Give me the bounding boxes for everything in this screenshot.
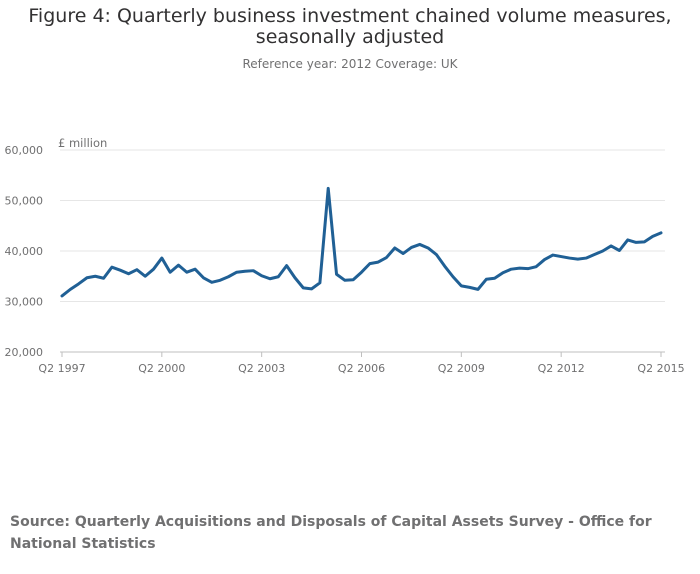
y-tick-label: 40,000 [5,245,44,258]
x-tick-label: Q2 2012 [538,362,585,375]
x-tick-label: Q2 2003 [238,362,285,375]
source-note: Source: Quarterly Acquisitions and Dispo… [10,514,652,552]
chart-title: Figure 4: Quarterly business investment … [28,5,672,48]
y-tick-label: 30,000 [5,296,44,309]
x-tick-label: Q2 2000 [138,362,185,375]
x-tick-label: Q2 2006 [338,362,385,375]
y-tick-label: 50,000 [5,195,44,208]
x-tick-label: Q2 2015 [637,362,684,375]
y-axis: 20,000 30,000 40,000 50,000 60,000 [5,144,44,359]
y-axis-unit-label: £ million [58,136,107,150]
x-tick-label: Q2 1997 [38,362,85,375]
chart-subtitle: Reference year: 2012 Coverage: UK [242,57,458,71]
x-axis: Q2 1997 Q2 2000 Q2 2003 Q2 2006 Q2 2009 Q2 20… [38,352,685,375]
x-tick-label: Q2 2009 [438,362,485,375]
y-tick-label: 20,000 [5,346,44,359]
series-line [60,186,663,298]
y-tick-label: 60,000 [5,144,44,157]
gridlines [60,149,665,353]
